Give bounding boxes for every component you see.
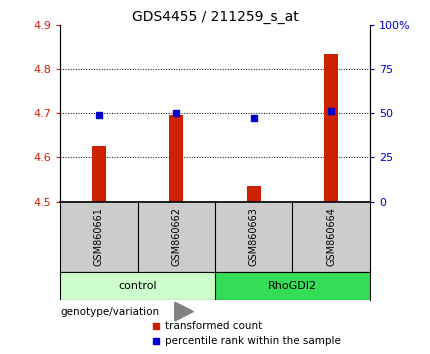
Text: GSM860664: GSM860664 (326, 207, 336, 266)
Bar (324, 53, 338, 201)
Text: RhoGDI2: RhoGDI2 (268, 281, 317, 291)
Text: GSM860662: GSM860662 (171, 207, 181, 267)
Text: GSM860663: GSM860663 (249, 207, 259, 266)
Text: transformed count: transformed count (166, 321, 263, 331)
Bar (92, 146, 106, 201)
Title: GDS4455 / 211259_s_at: GDS4455 / 211259_s_at (132, 10, 298, 24)
Bar (60, 272, 215, 300)
Polygon shape (175, 302, 194, 321)
Text: control: control (118, 281, 157, 291)
Bar (215, 272, 370, 300)
Bar (247, 186, 261, 201)
Text: GSM860661: GSM860661 (94, 207, 104, 266)
Text: percentile rank within the sample: percentile rank within the sample (166, 336, 341, 346)
Bar (169, 115, 183, 201)
Text: genotype/variation: genotype/variation (60, 307, 160, 316)
